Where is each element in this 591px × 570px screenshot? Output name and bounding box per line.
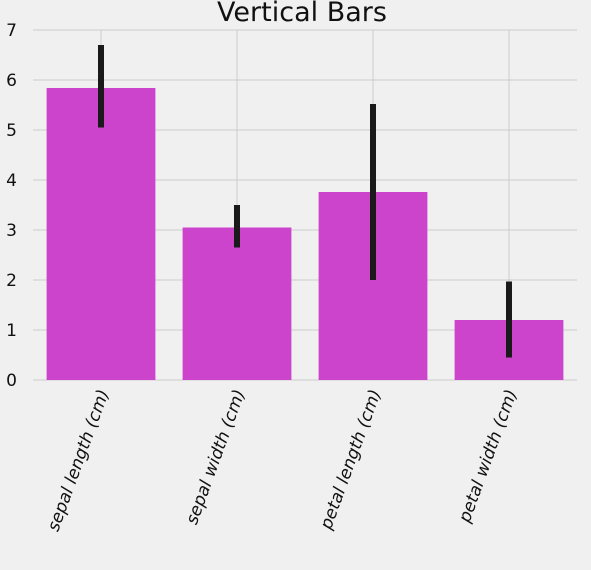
bar: [46, 88, 156, 380]
x-tick-label: petal width (cm): [455, 387, 522, 526]
chart-title: Vertical Bars: [217, 0, 387, 28]
y-tick-label: 7: [6, 21, 17, 41]
y-axis-ticks: 0 1 2 3 4 5 6 7: [6, 21, 17, 391]
y-tick-label: 3: [6, 221, 17, 241]
bar: [182, 227, 292, 380]
x-tick-label: petal length (cm): [316, 387, 385, 533]
y-tick-label: 1: [6, 321, 17, 341]
error-bars: [98, 45, 512, 358]
bars: [46, 88, 564, 380]
y-tick-label: 2: [6, 271, 17, 291]
x-axis-ticks: sepal length (cm) sepal width (cm) petal l…: [44, 387, 522, 534]
x-tick-label: sepal length (cm): [44, 387, 114, 534]
y-tick-label: 4: [6, 171, 17, 191]
y-tick-label: 6: [6, 71, 17, 91]
x-tick-label: sepal width (cm): [182, 387, 249, 527]
y-tick-label: 5: [6, 121, 17, 141]
y-tick-label: 0: [6, 371, 17, 391]
